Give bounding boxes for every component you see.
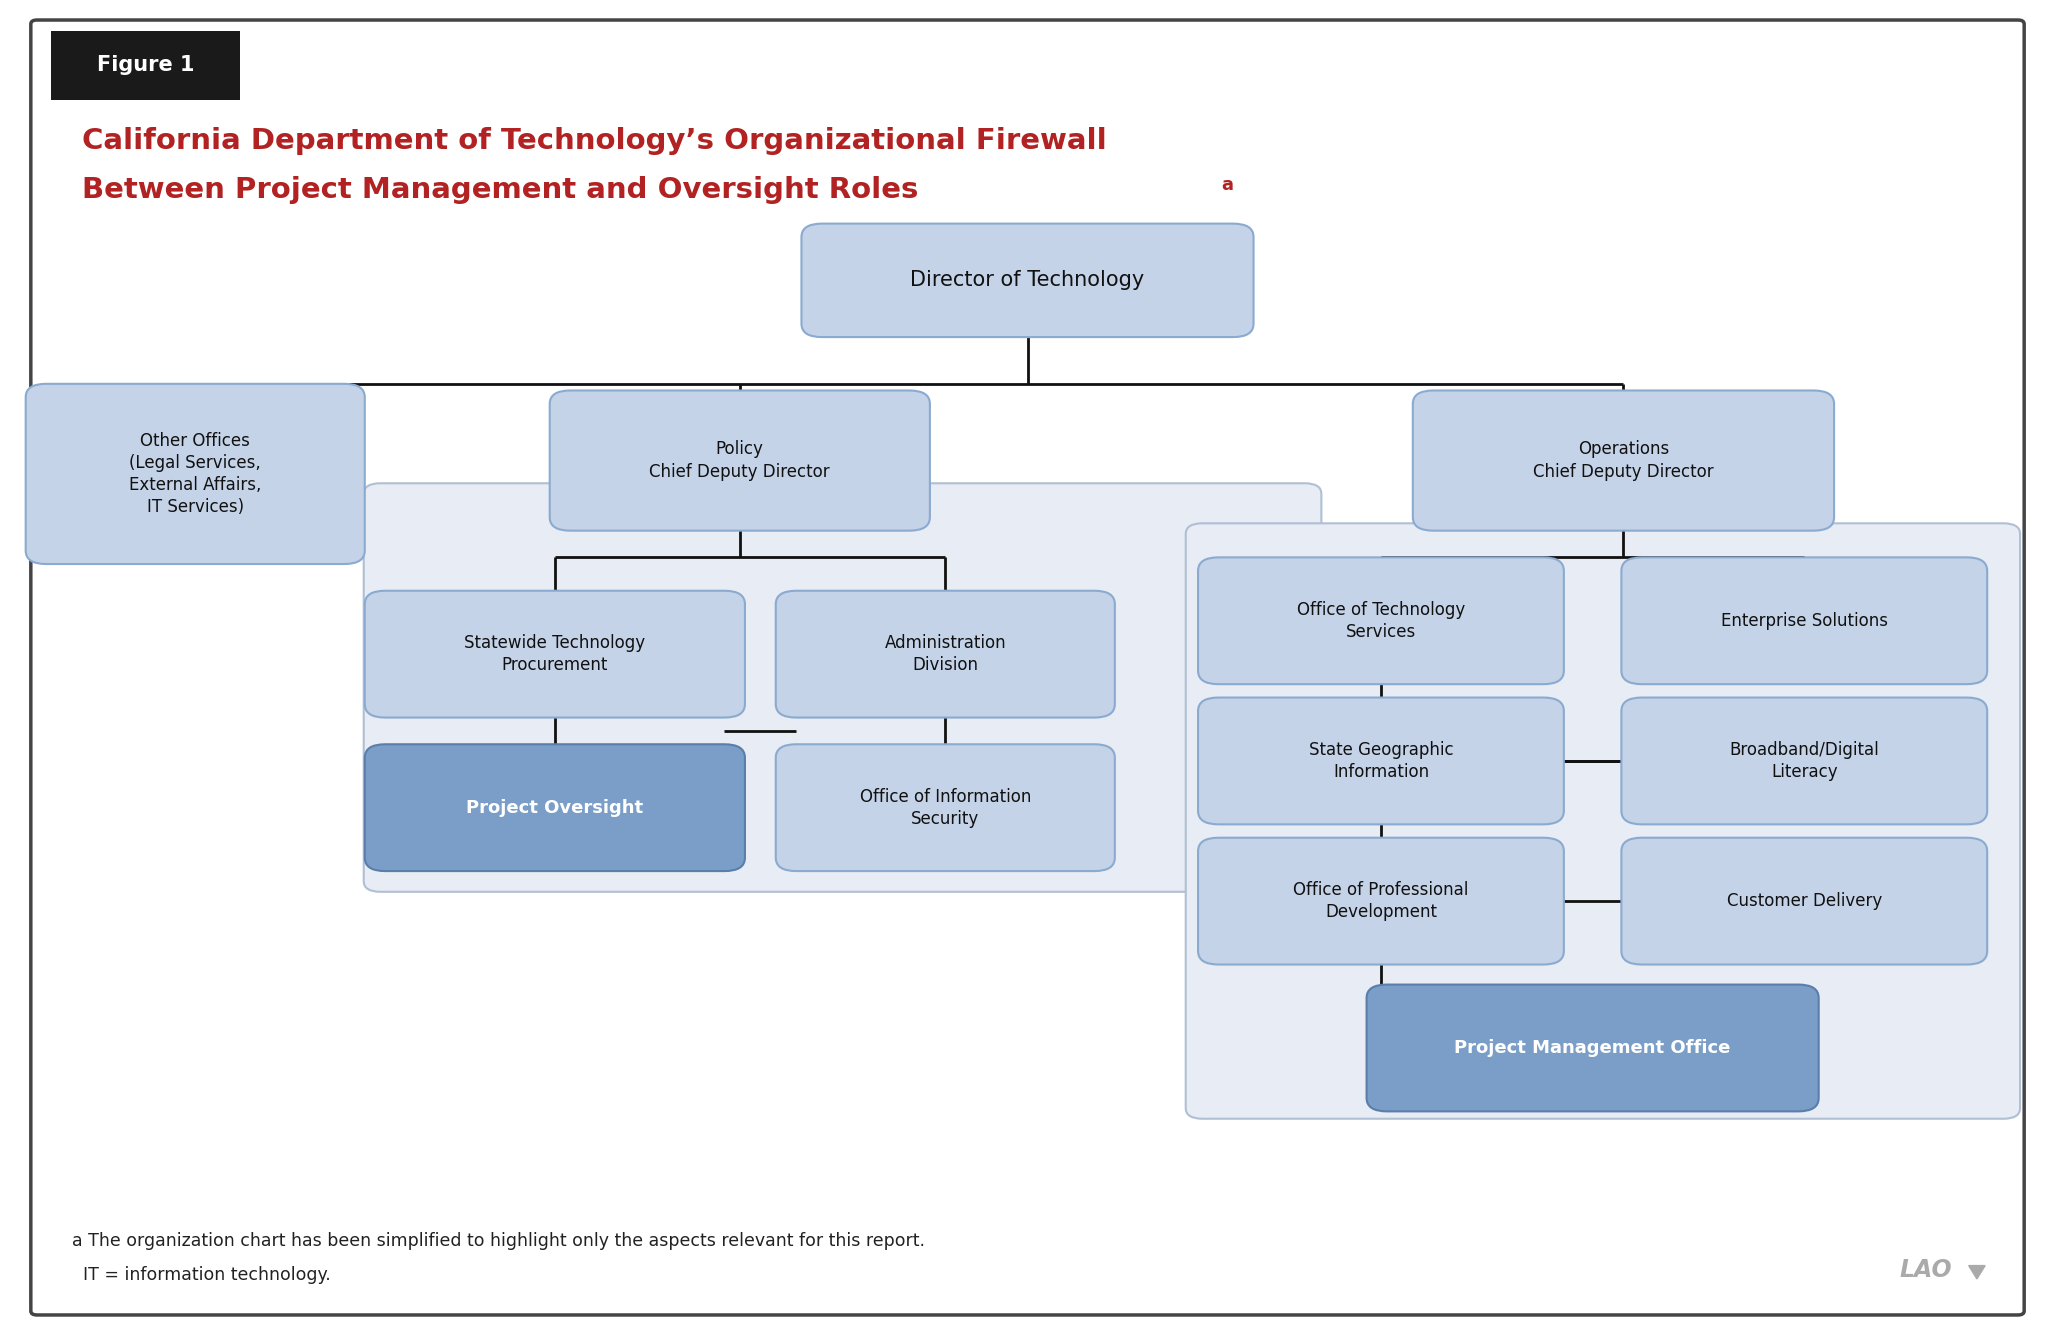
Text: Project Oversight: Project Oversight [466,798,643,817]
Text: IT = information technology.: IT = information technology. [72,1266,331,1283]
FancyBboxPatch shape [1198,697,1564,824]
FancyBboxPatch shape [777,590,1114,718]
FancyBboxPatch shape [27,384,366,563]
Text: Other Offices
(Legal Services,
External Affairs,
IT Services): Other Offices (Legal Services, External … [129,431,261,517]
Text: Operations
Chief Deputy Director: Operations Chief Deputy Director [1533,441,1714,481]
Text: a The organization chart has been simplified to highlight only the aspects relev: a The organization chart has been simpli… [72,1232,925,1250]
Text: Customer Delivery: Customer Delivery [1726,892,1882,910]
FancyBboxPatch shape [549,390,929,530]
Text: Between Project Management and Oversight Roles: Between Project Management and Oversight… [82,176,919,204]
Text: California Department of Technology’s Organizational Firewall: California Department of Technology’s Or… [82,127,1108,155]
FancyBboxPatch shape [364,483,1321,892]
Text: Director of Technology: Director of Technology [910,271,1145,290]
FancyBboxPatch shape [51,31,240,100]
Text: State Geographic
Information: State Geographic Information [1309,741,1453,781]
FancyBboxPatch shape [1198,838,1564,964]
FancyBboxPatch shape [366,590,746,718]
FancyBboxPatch shape [777,745,1114,870]
Text: Administration
Division: Administration Division [884,634,1007,674]
Polygon shape [1969,1266,1985,1279]
FancyBboxPatch shape [1414,390,1833,530]
FancyBboxPatch shape [1621,697,1987,824]
Text: Project Management Office: Project Management Office [1455,1039,1730,1057]
FancyBboxPatch shape [1198,558,1564,684]
FancyBboxPatch shape [1367,985,1819,1111]
Text: LAO: LAO [1899,1258,1952,1282]
Text: Figure 1: Figure 1 [97,56,195,75]
Text: Statewide Technology
Procurement: Statewide Technology Procurement [464,634,645,674]
FancyBboxPatch shape [1621,558,1987,684]
FancyBboxPatch shape [1186,523,2020,1119]
Text: Policy
Chief Deputy Director: Policy Chief Deputy Director [649,441,830,481]
Text: Office of Professional
Development: Office of Professional Development [1293,881,1469,921]
FancyBboxPatch shape [801,223,1254,336]
FancyBboxPatch shape [366,745,746,870]
Text: Broadband/Digital
Literacy: Broadband/Digital Literacy [1730,741,1878,781]
Text: a: a [1221,176,1233,194]
Text: Office of Technology
Services: Office of Technology Services [1297,601,1465,641]
FancyBboxPatch shape [31,20,2024,1315]
FancyBboxPatch shape [1621,838,1987,964]
Text: Office of Information
Security: Office of Information Security [859,788,1032,828]
Text: Enterprise Solutions: Enterprise Solutions [1720,611,1889,630]
